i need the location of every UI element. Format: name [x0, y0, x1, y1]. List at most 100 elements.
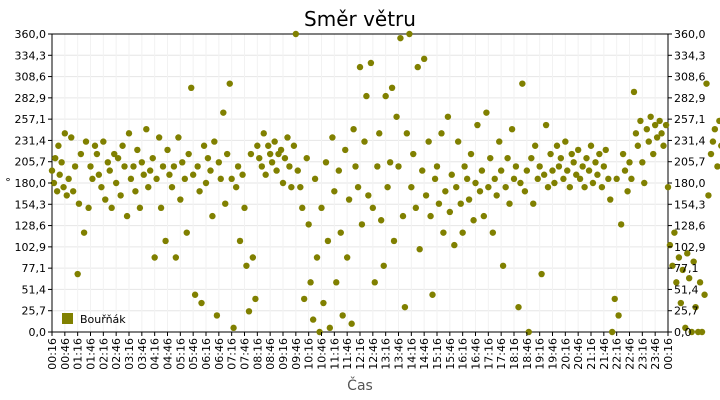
data-point [390, 237, 398, 245]
data-point [438, 130, 445, 137]
data-point [188, 84, 195, 92]
x-tick-label: 08:16 [251, 338, 264, 370]
data-point [487, 154, 494, 162]
data-point [395, 163, 402, 170]
data-point [376, 130, 383, 137]
data-point [408, 183, 415, 191]
data-point [499, 262, 507, 269]
data-point [440, 229, 447, 236]
data-point [454, 138, 462, 145]
data-point [628, 175, 635, 183]
data-point [98, 183, 105, 191]
data-point [125, 130, 133, 137]
data-point [290, 142, 298, 149]
data-point [145, 183, 152, 191]
y-tick-label: 25,7 [22, 305, 47, 318]
data-point [63, 192, 70, 199]
data-point [581, 183, 588, 191]
data-point [93, 150, 101, 158]
x-tick-label: 09:16 [277, 338, 290, 370]
data-point [397, 34, 404, 42]
data-point [350, 125, 357, 133]
data-point [692, 303, 699, 311]
data-point [557, 154, 565, 162]
data-point [386, 159, 394, 166]
x-tick-label: 14:16 [405, 338, 418, 370]
data-point [153, 175, 160, 183]
data-point [448, 171, 455, 178]
data-point [630, 88, 638, 96]
data-point [305, 221, 312, 228]
data-point [80, 229, 88, 236]
data-point [183, 229, 190, 236]
data-point [252, 295, 259, 303]
x-tick-label: 05:16 [174, 338, 187, 370]
data-point [358, 221, 366, 228]
data-point [196, 188, 203, 195]
x-tick-label: 20:16 [559, 338, 572, 370]
x-tick-label: 11:46 [341, 338, 354, 370]
data-point [367, 59, 375, 67]
data-point [714, 163, 720, 170]
data-point [425, 138, 432, 145]
y-tick-label: 308,6 [15, 71, 47, 84]
data-point [542, 121, 550, 129]
data-point [598, 183, 606, 191]
data-point [69, 188, 77, 195]
data-point [249, 254, 257, 261]
x-tick-label: 17:46 [495, 338, 508, 370]
data-point [48, 167, 56, 174]
x-tick-label: 01:16 [72, 338, 85, 370]
x-axis-title: Čas [347, 376, 373, 394]
data-point [119, 142, 126, 149]
x-tick-label: 21:46 [598, 338, 611, 370]
data-point [446, 208, 454, 216]
data-point [416, 246, 423, 253]
data-point [574, 146, 582, 154]
data-point [256, 154, 263, 162]
data-point [106, 167, 113, 174]
y-tick-label-right: 282,9 [674, 92, 706, 105]
data-point [157, 204, 165, 212]
x-tick-label: 19:16 [534, 338, 547, 370]
data-point [555, 163, 563, 170]
y-tick-label: 180,0 [15, 177, 47, 190]
data-point [121, 163, 128, 170]
data-point [127, 175, 135, 183]
data-point [465, 196, 473, 203]
data-point [703, 80, 710, 87]
y-tick-label-right: 77,1 [674, 262, 699, 275]
data-point [647, 113, 654, 120]
data-point [297, 183, 304, 191]
x-tick-label: 08:46 [264, 338, 277, 370]
data-point [536, 163, 543, 170]
data-point [146, 167, 154, 174]
data-point [74, 270, 81, 278]
data-point [265, 142, 272, 149]
data-point [538, 270, 545, 278]
data-point [168, 183, 176, 191]
data-point [701, 291, 708, 298]
data-point [363, 92, 370, 100]
data-point [104, 159, 112, 166]
data-point [530, 200, 537, 207]
data-point [354, 183, 362, 191]
data-point [380, 262, 387, 269]
x-tick-label: 05:46 [187, 338, 200, 370]
data-point [100, 138, 107, 145]
data-point [345, 196, 353, 203]
x-tick-label: 07:16 [226, 338, 239, 370]
data-point [645, 138, 652, 145]
data-point [602, 146, 609, 154]
data-point [71, 163, 79, 170]
data-point [497, 167, 505, 174]
data-point [369, 204, 377, 212]
x-tick-label: 13:16 [380, 338, 393, 370]
data-point [138, 159, 146, 166]
data-point [696, 279, 704, 286]
y-tick-label-right: 154,3 [674, 198, 706, 211]
data-point [682, 324, 689, 332]
data-point [528, 154, 535, 162]
data-point [53, 188, 61, 195]
data-point [583, 154, 590, 162]
